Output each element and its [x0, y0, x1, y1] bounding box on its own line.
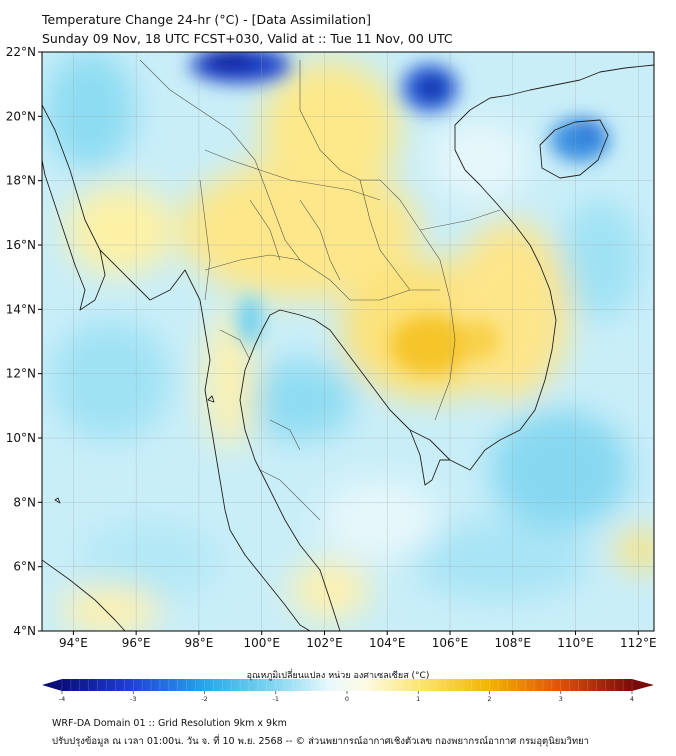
lon-tick-label: 102°E — [306, 636, 343, 650]
lon-tick-label: 106°E — [432, 636, 469, 650]
lon-tick-label: 94°E — [59, 636, 88, 650]
colorbar-tick-label: 3 — [559, 695, 563, 703]
map-subtitle: Sunday 09 Nov, 18 UTC FCST+030, Valid at… — [42, 31, 453, 46]
colorbar-tick-label: -4 — [59, 695, 65, 703]
colorbar-tick-label: 4 — [630, 695, 634, 703]
lat-tick-label: 10°N — [6, 431, 36, 445]
colorbar-tick-label: 2 — [487, 695, 491, 703]
lat-tick-label: 12°N — [6, 367, 36, 381]
longitude-axis: 94°E 96°E 98°E 100°E 102°E 104°E 106°E 108°E 110… — [59, 631, 657, 650]
lon-tick-label: 104°E — [369, 636, 406, 650]
lon-tick-label: 96°E — [122, 636, 151, 650]
lat-tick-label: 16°N — [6, 238, 36, 252]
colorbar-tick-label: 1 — [416, 695, 420, 703]
lon-tick-label: 112°E — [620, 636, 657, 650]
lon-tick-label: 108°E — [495, 636, 532, 650]
colorbar-tick-label: 0 — [345, 695, 349, 703]
latitude-axis: 4°N 6°N 8°N 10°N 12°N 14°N 16°N 18°N 20°N 22°N — [6, 45, 42, 638]
lat-tick-label: 8°N — [13, 495, 36, 509]
footer-update-info: ปรับปรุงข้อมูล ณ เวลา 01:00น. วัน จ. ที่… — [52, 736, 590, 747]
coastlines — [42, 64, 654, 631]
colorbar: -4 -3 -2 -1 0 1 2 3 4 — [42, 679, 654, 703]
graticule — [42, 52, 654, 631]
colorbar-tick-label: -1 — [273, 695, 279, 703]
map-title: Temperature Change 24-hr (°C) - [Data As… — [42, 12, 371, 27]
lat-tick-label: 18°N — [6, 174, 36, 188]
colorbar-tick-label: -3 — [130, 695, 136, 703]
lat-tick-label: 6°N — [13, 560, 36, 574]
lon-tick-label: 98°E — [184, 636, 213, 650]
footer-model-info: WRF-DA Domain 01 :: Grid Resolution 9km … — [52, 718, 287, 729]
colorbar-scale — [62, 679, 632, 691]
lat-tick-label: 4°N — [13, 624, 36, 638]
country-borders — [139, 59, 501, 521]
map-frame — [41, 51, 655, 632]
lon-tick-label: 110°E — [557, 636, 594, 650]
colorbar-title: อุณหภูมิเปลี่ยนแปลง หน่วย องศาเซลเซียส (… — [246, 671, 430, 681]
lat-tick-label: 14°N — [6, 302, 36, 316]
colorbar-low-extend — [42, 679, 62, 691]
colorbar-high-extend — [632, 679, 654, 691]
colorbar-tick-label: -2 — [201, 695, 207, 703]
lon-tick-label: 100°E — [243, 636, 280, 650]
lat-tick-label: 22°N — [6, 45, 36, 59]
temperature-field — [42, 52, 654, 631]
lat-tick-label: 20°N — [6, 109, 36, 123]
